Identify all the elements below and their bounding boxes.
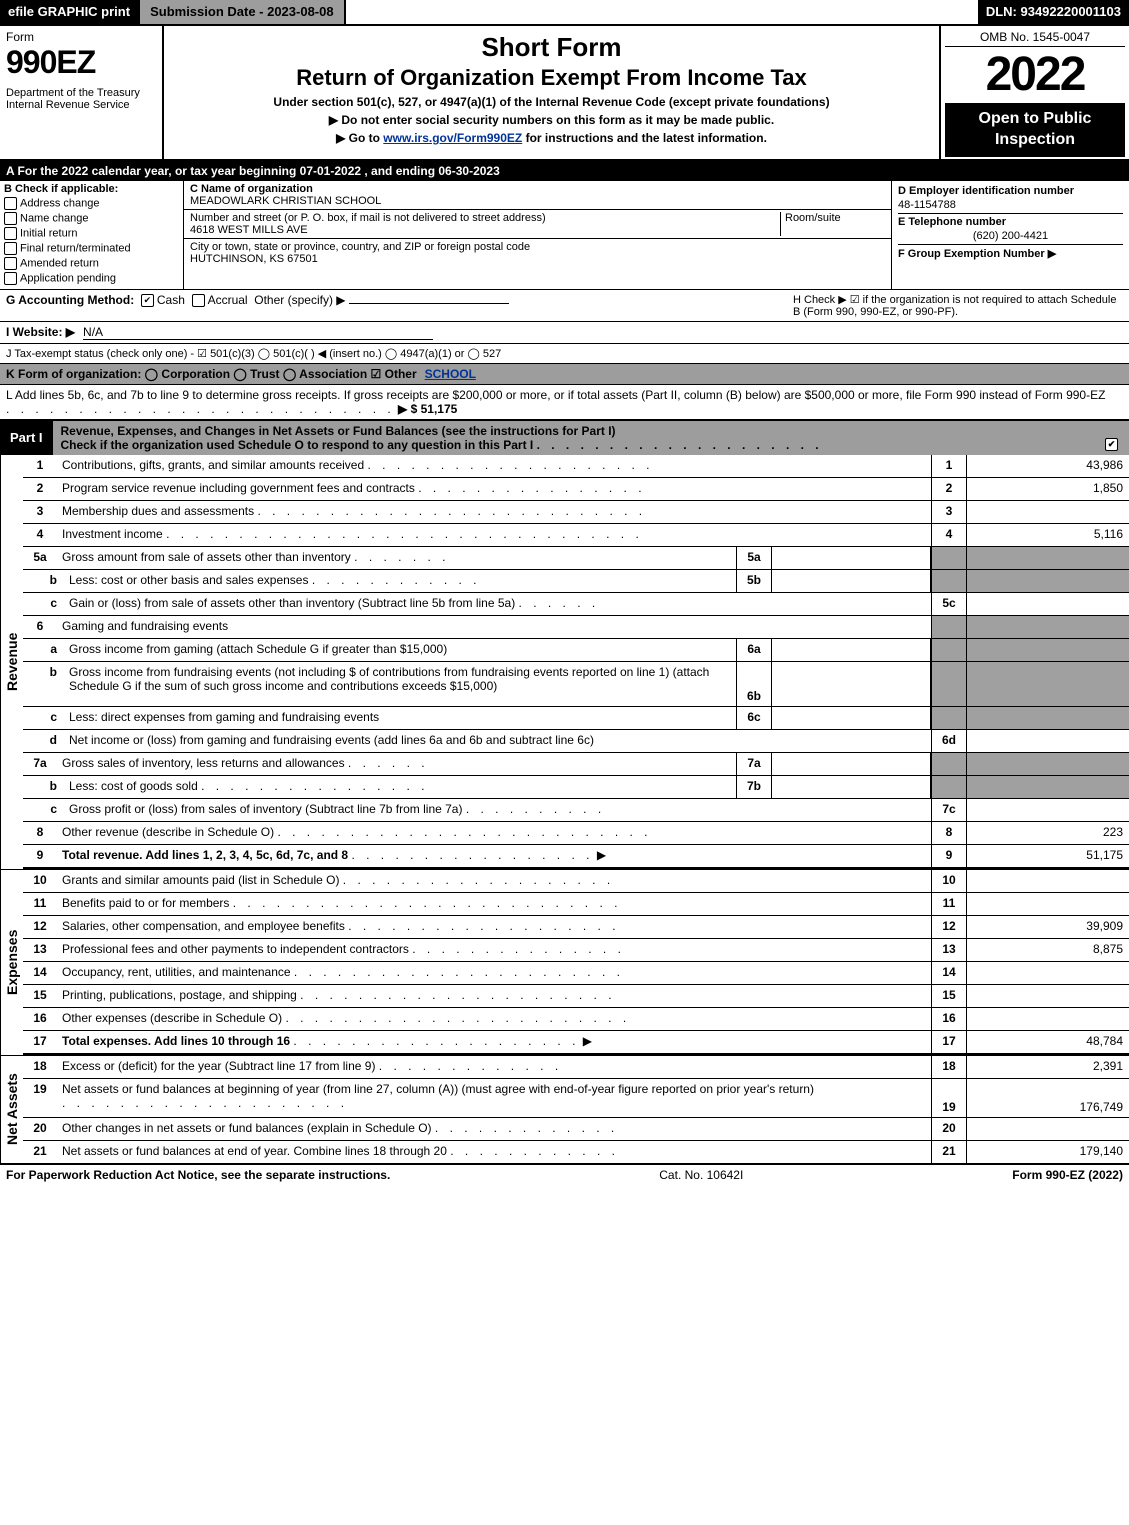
c-name-label: C Name of organization bbox=[190, 183, 885, 195]
column-d: D Employer identification number 48-1154… bbox=[892, 181, 1129, 289]
net-assets-section: Net Assets 18Excess or (deficit) for the… bbox=[0, 1056, 1129, 1165]
cat-no: Cat. No. 10642I bbox=[659, 1168, 743, 1182]
tax-year: 2022 bbox=[945, 47, 1125, 103]
org-name: MEADOWLARK CHRISTIAN SCHOOL bbox=[190, 195, 885, 207]
row-g-h: G Accounting Method: Cash Accrual Other … bbox=[0, 290, 1129, 322]
row-i: I Website: ▶ N/A bbox=[0, 322, 1129, 344]
checkbox-application-pending[interactable] bbox=[4, 272, 17, 285]
form-header: Form 990EZ Department of the Treasury In… bbox=[0, 26, 1129, 161]
subtitle-2: ▶ Do not enter social security numbers o… bbox=[172, 113, 931, 127]
top-bar: efile GRAPHIC print Submission Date - 20… bbox=[0, 0, 1129, 26]
checkbox-cash[interactable] bbox=[141, 294, 154, 307]
row-l: L Add lines 5b, 6c, and 7b to line 9 to … bbox=[0, 385, 1129, 421]
l-amount: ▶ $ 51,175 bbox=[398, 402, 457, 416]
omb-number: OMB No. 1545-0047 bbox=[945, 28, 1125, 47]
checkbox-schedule-o[interactable] bbox=[1105, 438, 1118, 451]
checkbox-address-change[interactable] bbox=[4, 197, 17, 210]
checkbox-name-change[interactable] bbox=[4, 212, 17, 225]
checkbox-final-return[interactable] bbox=[4, 242, 17, 255]
expenses-section: Expenses 10Grants and similar amounts pa… bbox=[0, 870, 1129, 1056]
ein-value: 48-1154788 bbox=[898, 199, 1123, 211]
city-label: City or town, state or province, country… bbox=[190, 241, 885, 253]
phone-value: (620) 200-4421 bbox=[898, 230, 1123, 242]
line-a: A For the 2022 calendar year, or tax yea… bbox=[0, 161, 1129, 181]
city-value: HUTCHINSON, KS 67501 bbox=[190, 253, 885, 265]
short-form-title: Short Form bbox=[172, 32, 931, 63]
d-ein-label: D Employer identification number bbox=[898, 185, 1123, 197]
row-k: K Form of organization: ◯ Corporation ◯ … bbox=[0, 364, 1129, 385]
section-bcd: B Check if applicable: Address change Na… bbox=[0, 181, 1129, 290]
paperwork-notice: For Paperwork Reduction Act Notice, see … bbox=[6, 1168, 390, 1182]
e-phone-label: E Telephone number bbox=[898, 213, 1123, 228]
subtitle-3: ▶ Go to www.irs.gov/Form990EZ for instru… bbox=[172, 131, 931, 145]
h-check: H Check ▶ ☑ if the organization is not r… bbox=[793, 293, 1123, 318]
form-number: 990EZ bbox=[6, 44, 156, 81]
checkbox-accrual[interactable] bbox=[192, 294, 205, 307]
f-group-label: F Group Exemption Number ▶ bbox=[898, 244, 1123, 260]
revenue-section: Revenue 1Contributions, gifts, grants, a… bbox=[0, 455, 1129, 870]
efile-label: efile GRAPHIC print bbox=[0, 0, 138, 24]
revenue-label: Revenue bbox=[0, 455, 23, 869]
submission-date: Submission Date - 2023-08-08 bbox=[138, 0, 346, 24]
column-b: B Check if applicable: Address change Na… bbox=[0, 181, 184, 289]
street-label: Number and street (or P. O. box, if mail… bbox=[190, 212, 776, 224]
row-j: J Tax-exempt status (check only one) - ☑… bbox=[0, 344, 1129, 364]
room-suite-label: Room/suite bbox=[781, 212, 885, 236]
irs-link[interactable]: www.irs.gov/Form990EZ bbox=[383, 131, 522, 145]
checkbox-amended-return[interactable] bbox=[4, 257, 17, 270]
b-title: B Check if applicable: bbox=[4, 183, 179, 195]
i-label: I Website: ▶ bbox=[6, 325, 75, 340]
website-value: N/A bbox=[83, 325, 433, 340]
subtitle-1: Under section 501(c), 527, or 4947(a)(1)… bbox=[172, 95, 931, 109]
checkbox-initial-return[interactable] bbox=[4, 227, 17, 240]
dept-label: Department of the Treasury Internal Reve… bbox=[6, 87, 156, 111]
form-ref: Form 990-EZ (2022) bbox=[1012, 1168, 1123, 1182]
part-1-header: Part I Revenue, Expenses, and Changes in… bbox=[0, 421, 1129, 455]
part-1-label: Part I bbox=[0, 427, 53, 448]
form-word: Form bbox=[6, 30, 156, 44]
street-value: 4618 WEST MILLS AVE bbox=[190, 224, 776, 236]
main-title: Return of Organization Exempt From Incom… bbox=[172, 65, 931, 91]
expenses-label: Expenses bbox=[0, 870, 23, 1055]
page-footer: For Paperwork Reduction Act Notice, see … bbox=[0, 1165, 1129, 1185]
part-1-title: Revenue, Expenses, and Changes in Net As… bbox=[53, 421, 1129, 455]
column-c: C Name of organization MEADOWLARK CHRIST… bbox=[184, 181, 892, 289]
school-link[interactable]: SCHOOL bbox=[425, 367, 476, 381]
net-assets-label: Net Assets bbox=[0, 1056, 23, 1163]
g-label: G Accounting Method: bbox=[6, 293, 134, 307]
open-to-public: Open to Public Inspection bbox=[945, 103, 1125, 157]
dln-label: DLN: 93492220001103 bbox=[978, 0, 1129, 24]
